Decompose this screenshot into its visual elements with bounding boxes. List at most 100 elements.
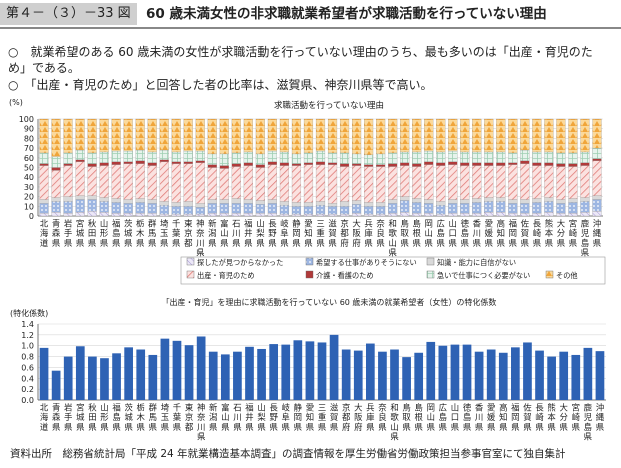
x-tick-label: 香川県 bbox=[473, 219, 482, 248]
bar-segment bbox=[315, 150, 326, 162]
x-tick-label: 鳥取県 bbox=[402, 403, 411, 432]
x-tick-label: 島根県 bbox=[412, 219, 421, 248]
bar-segment bbox=[219, 168, 229, 200]
x-tick-label: 宮崎県 bbox=[572, 403, 581, 432]
bar-segment bbox=[339, 118, 350, 154]
bar bbox=[245, 346, 254, 400]
bar-segment bbox=[303, 213, 314, 217]
bar bbox=[172, 340, 182, 400]
x-tick-label: 埼玉県 bbox=[160, 219, 169, 248]
x-tick-label: 熊本県 bbox=[547, 403, 556, 432]
bar-segment bbox=[315, 205, 326, 215]
x-tick-label: 広島県 bbox=[439, 403, 448, 432]
bar-segment bbox=[580, 162, 590, 166]
x-tick-label: 滋賀県 bbox=[328, 219, 337, 248]
bar-segment bbox=[303, 202, 314, 207]
bar-segment bbox=[183, 161, 193, 164]
bar-segment bbox=[448, 203, 458, 214]
x-tick-label: 富山県 bbox=[221, 403, 230, 432]
bar-segment bbox=[87, 166, 97, 196]
y-tick-label: 0.4 bbox=[21, 374, 34, 383]
bar bbox=[208, 351, 218, 400]
bar bbox=[63, 356, 73, 400]
bar-segment bbox=[243, 118, 253, 153]
x-tick-label: 埼玉県 bbox=[161, 403, 170, 432]
bar-segment bbox=[364, 118, 374, 156]
bar-segment bbox=[556, 152, 566, 164]
bar-segment bbox=[75, 118, 85, 151]
bar-segment bbox=[99, 162, 109, 166]
bar-segment bbox=[75, 159, 85, 162]
bar-segment bbox=[183, 163, 193, 202]
bar-segment bbox=[111, 212, 121, 217]
bar-segment bbox=[472, 162, 482, 166]
bar-segment bbox=[87, 195, 97, 200]
bar-segment bbox=[291, 165, 302, 203]
y-tick-label: 50 bbox=[24, 164, 34, 173]
bar-segment bbox=[424, 161, 434, 165]
x-tick-label: 福井県 bbox=[245, 403, 254, 432]
bar-segment bbox=[448, 118, 458, 152]
bar-segment bbox=[87, 152, 97, 164]
bar-segment bbox=[195, 160, 205, 163]
bar bbox=[414, 352, 424, 400]
bar bbox=[486, 349, 496, 400]
bar-segment bbox=[592, 147, 602, 159]
bar-segment bbox=[364, 213, 374, 217]
bar-segment bbox=[123, 161, 133, 164]
bar bbox=[148, 354, 158, 400]
x-tick-label: 福岡県 bbox=[511, 403, 520, 432]
x-tick-label: 大阪府 bbox=[352, 219, 361, 248]
bar bbox=[511, 347, 520, 400]
y-tick-label: 0.6 bbox=[21, 363, 34, 372]
bar-segment bbox=[255, 164, 265, 168]
y-tick-label: 0.0 bbox=[21, 396, 34, 405]
bar-segment bbox=[51, 201, 61, 213]
legend-swatch bbox=[305, 270, 314, 279]
bar-segment bbox=[520, 149, 530, 161]
bar-segment bbox=[267, 199, 277, 204]
bar bbox=[378, 351, 387, 400]
bar-segment bbox=[243, 203, 253, 214]
bar-segment bbox=[123, 203, 133, 214]
x-tick-label: 茨城県 bbox=[124, 219, 133, 248]
bar-segment bbox=[183, 206, 193, 215]
bar-segment bbox=[412, 166, 422, 199]
bar-segment bbox=[63, 212, 73, 217]
x-tick-label: 長野県 bbox=[268, 219, 277, 248]
bar-segment bbox=[460, 151, 470, 163]
bar-segment bbox=[339, 201, 350, 207]
bar-segment bbox=[544, 211, 554, 217]
bar-segment bbox=[544, 151, 554, 163]
bar-segment bbox=[580, 165, 590, 198]
x-tick-label: 沖縄県 bbox=[593, 219, 602, 248]
x-tick-label: 香川県 bbox=[475, 403, 484, 432]
x-tick-label: 佐賀県 bbox=[521, 219, 530, 248]
bar-segment bbox=[532, 151, 542, 163]
bar-segment bbox=[243, 212, 253, 217]
x-tick-label: 徳島県 bbox=[463, 403, 472, 432]
bar-segment bbox=[351, 204, 362, 214]
x-tick-label: 静岡県 bbox=[294, 403, 303, 432]
x-tick-label: 宮城県 bbox=[76, 403, 85, 432]
bar-segment bbox=[412, 118, 422, 153]
bar bbox=[51, 370, 61, 400]
bar-segment bbox=[267, 118, 277, 152]
bar bbox=[317, 342, 327, 400]
x-tick-label: 岩手県 bbox=[64, 219, 73, 248]
x-tick-label: 新潟県 bbox=[209, 403, 218, 432]
bar-segment bbox=[99, 151, 109, 163]
bar-segment bbox=[400, 165, 410, 197]
bar-segment bbox=[472, 212, 482, 217]
bar-segment bbox=[327, 206, 338, 215]
bar-segment bbox=[436, 165, 446, 202]
bar-segment bbox=[460, 212, 470, 217]
bar-segment bbox=[51, 211, 61, 217]
bar-segment bbox=[147, 203, 157, 214]
bar-segment bbox=[400, 118, 410, 153]
bar bbox=[184, 345, 194, 400]
bar-segment bbox=[219, 118, 229, 155]
bar-segment bbox=[75, 161, 85, 196]
chart2-y-axis-label: (特化係数) bbox=[10, 308, 48, 318]
bar-segment bbox=[400, 200, 410, 213]
